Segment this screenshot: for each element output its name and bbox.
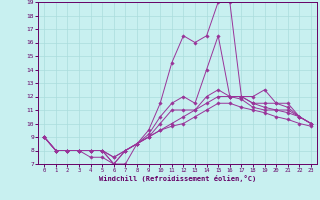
- X-axis label: Windchill (Refroidissement éolien,°C): Windchill (Refroidissement éolien,°C): [99, 175, 256, 182]
